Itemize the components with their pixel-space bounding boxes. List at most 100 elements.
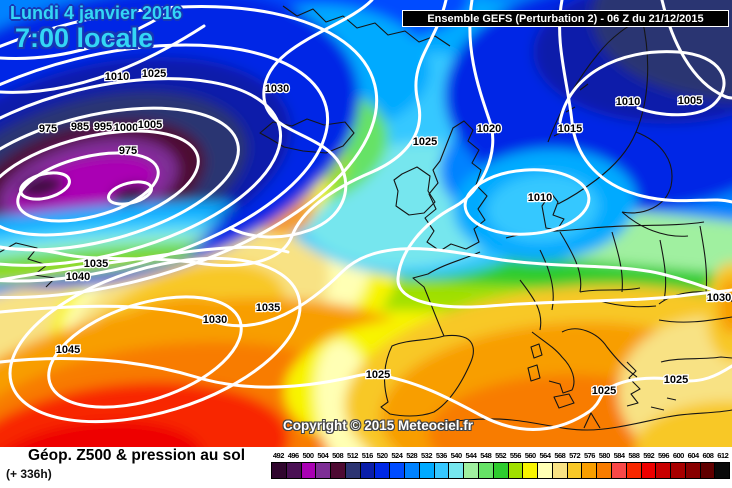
isobar-ring xyxy=(0,106,240,252)
isobar-ring xyxy=(463,168,591,236)
scale-value: 572 xyxy=(569,451,581,460)
coastline xyxy=(626,361,677,411)
field-blob xyxy=(0,227,215,267)
isobar-line xyxy=(558,50,726,124)
coastline xyxy=(259,118,355,154)
scale-swatch xyxy=(301,463,317,478)
scale-value: 600 xyxy=(672,451,685,460)
scale-swatch xyxy=(331,463,346,478)
coastline xyxy=(0,242,56,288)
scale-swatch xyxy=(582,463,598,478)
scale-value: 552 xyxy=(495,451,507,460)
isobar-line xyxy=(0,357,732,431)
coastline xyxy=(419,409,732,431)
isobar-line xyxy=(0,24,206,94)
scale-swatch xyxy=(272,463,287,478)
field-blob xyxy=(0,216,225,258)
isobar-line xyxy=(558,0,732,204)
scale-value: 492 xyxy=(272,451,285,460)
scale-swatch xyxy=(611,463,627,478)
isobar-line xyxy=(0,245,290,282)
date-title: Lundi 4 janvier 2016 xyxy=(10,3,183,23)
coastline xyxy=(412,251,481,337)
pressure-label: 1025 xyxy=(664,374,688,386)
scale-value: 568 xyxy=(554,451,566,460)
scale-value: 508 xyxy=(332,451,344,460)
scale-swatch xyxy=(405,463,420,478)
isobar-ring xyxy=(0,77,283,267)
pressure-label: 1030 xyxy=(203,314,227,326)
scale-swatch xyxy=(552,463,568,478)
isobar-ring xyxy=(0,43,330,283)
pressure-label: 1005 xyxy=(138,119,162,131)
legend-bar: Géop. Z500 & pression au sol (+ 336h) 49… xyxy=(0,447,732,488)
isobar-ring xyxy=(16,151,160,223)
isobar-line xyxy=(660,0,732,100)
copyright-label: Copyright © 2015 Meteociel.fr xyxy=(283,418,473,433)
scale-value: 520 xyxy=(376,451,389,460)
isobar-line xyxy=(396,0,732,309)
field-blob xyxy=(487,173,599,243)
pressure-label: 1000 xyxy=(114,122,138,134)
pressure-label: 1015 xyxy=(558,123,582,135)
scale-swatch xyxy=(597,463,612,478)
field-blob xyxy=(0,420,205,447)
scale-swatch xyxy=(656,463,672,478)
isobar-ring xyxy=(0,129,200,237)
pressure-label: 1030 xyxy=(707,292,731,304)
scale-swatch xyxy=(626,463,642,478)
color-scale-swatches xyxy=(271,462,730,479)
pressure-label: 1010 xyxy=(105,71,129,83)
coastline xyxy=(519,225,708,331)
coastline xyxy=(380,334,474,417)
scale-value: 524 xyxy=(391,451,403,460)
isobar-line xyxy=(0,0,448,267)
scale-swatch xyxy=(390,463,406,478)
pressure-label: 1025 xyxy=(592,385,616,397)
parameter-label: Géop. Z500 & pression au sol xyxy=(28,447,246,464)
scale-swatch xyxy=(715,463,730,478)
pressure-label: 1005 xyxy=(678,95,702,107)
scale-value: 608 xyxy=(702,451,714,460)
scale-value: 512 xyxy=(346,451,359,460)
scale-value: 604 xyxy=(687,451,700,460)
pressure-label: 1010 xyxy=(528,192,552,204)
pressure-label: 1025 xyxy=(142,68,166,80)
scale-value: 580 xyxy=(598,451,611,460)
pressure-label: 995 xyxy=(94,121,112,133)
coastline xyxy=(621,131,689,237)
scale-value: 544 xyxy=(465,451,477,460)
scale-swatch xyxy=(700,463,716,478)
scale-swatch xyxy=(493,463,509,478)
pressure-label: 1035 xyxy=(84,258,108,270)
pressure-label: 1045 xyxy=(56,344,80,356)
scale-value: 548 xyxy=(480,451,492,460)
pressure-label: 1030 xyxy=(265,83,289,95)
pressure-label: 1040 xyxy=(66,271,90,283)
pressure-label: 985 xyxy=(71,121,89,133)
color-scale: 492 496 500 504 508 512 516 520 524 528 532 536 540 5… xyxy=(271,451,730,479)
scale-swatch xyxy=(478,463,494,478)
scale-swatch xyxy=(419,463,435,478)
scale-swatch xyxy=(538,463,553,478)
isobar-ring xyxy=(0,4,379,300)
coastline xyxy=(393,166,436,216)
scale-value: 528 xyxy=(406,451,418,460)
coastline xyxy=(531,331,575,394)
scale-value: 612 xyxy=(717,451,729,460)
scale-value: 564 xyxy=(539,451,552,460)
time-title: 7:00 locale xyxy=(15,23,154,53)
scale-value: 536 xyxy=(435,451,448,460)
coastline xyxy=(561,328,638,378)
field-blob xyxy=(0,382,290,447)
scale-value: 592 xyxy=(643,451,655,460)
scale-swatch xyxy=(434,463,450,478)
scale-value: 516 xyxy=(361,451,374,460)
scale-value: 588 xyxy=(628,451,640,460)
isobar-line xyxy=(0,247,732,328)
scale-swatch xyxy=(375,463,391,478)
pressure-label: 1025 xyxy=(366,369,390,381)
model-run-header: Ensemble GEFS (Perturbation 2) - 06 Z du… xyxy=(402,10,729,27)
